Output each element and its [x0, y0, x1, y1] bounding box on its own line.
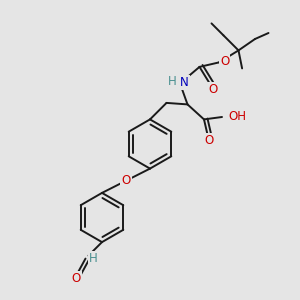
Text: OH: OH [229, 110, 247, 124]
Text: N: N [180, 76, 189, 89]
Text: O: O [208, 83, 217, 96]
Text: H: H [168, 75, 177, 88]
Text: O: O [72, 272, 81, 285]
Text: H: H [88, 252, 98, 265]
Text: O: O [220, 55, 229, 68]
Text: O: O [204, 134, 213, 147]
Text: O: O [122, 174, 130, 187]
